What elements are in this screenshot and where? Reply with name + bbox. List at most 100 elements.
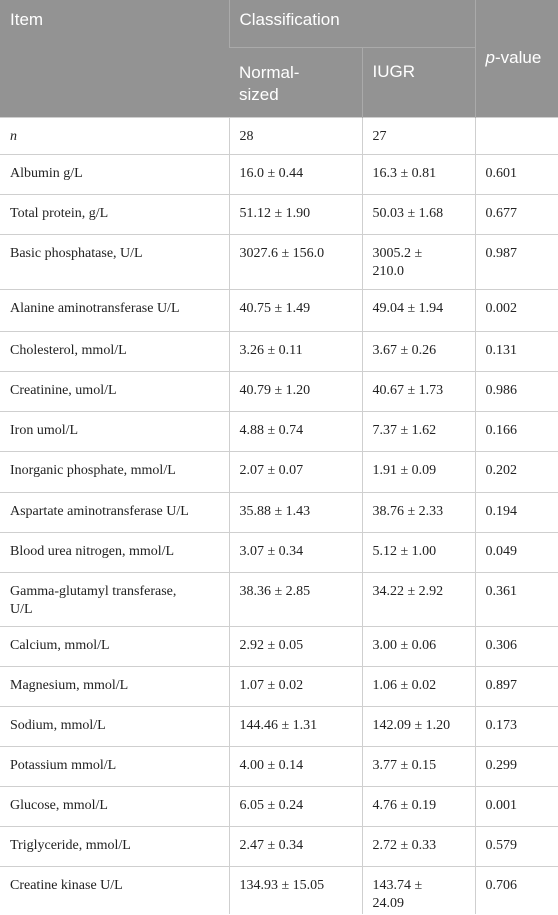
table-cell: 0.299 bbox=[474, 745, 558, 786]
table-cell: 2.47 ± 0.34 bbox=[228, 825, 362, 866]
cell-text: 0.131 bbox=[485, 342, 518, 358]
table-row: Potassium mmol/L 4.00 ± 0.14 3.77 ± 0.15 0.… bbox=[0, 745, 558, 786]
cell-text: 2.92 ± 0.05 bbox=[239, 637, 304, 653]
table-cell: 40.79 ± 1.20 bbox=[228, 370, 362, 411]
cell-text: 49.04 ± 1.94 bbox=[372, 300, 444, 316]
cell-text: Aspartate aminotransferase U/L bbox=[10, 503, 189, 519]
cell-text: 16.0 ± 0.44 bbox=[239, 165, 304, 181]
table-row: Blood urea nitrogen, mmol/L 3.07 ± 0.34 5.… bbox=[0, 531, 558, 572]
cell-text: 51.12 ± 1.90 bbox=[239, 205, 311, 221]
table-cell: Aspartate aminotransferase U/L bbox=[0, 491, 229, 532]
table-cell: 0.173 bbox=[474, 705, 558, 746]
table-row: Basic phosphatase, U/L 3027.6 ± 156.0 3005… bbox=[0, 233, 558, 289]
table-cell: 40.75 ± 1.49 bbox=[228, 288, 362, 331]
table-cell: 3.07 ± 0.34 bbox=[228, 531, 362, 572]
cell-text: 0.706 bbox=[485, 877, 518, 893]
cell-text: Triglyceride, mmol/L bbox=[10, 837, 131, 853]
table-cell: 3005.2 ± 210.0 bbox=[361, 233, 475, 289]
table-cell: 35.88 ± 1.43 bbox=[228, 491, 362, 532]
table-cell: 143.74 ± 24.09 bbox=[361, 865, 475, 914]
cell-text: 0.299 bbox=[485, 757, 518, 773]
cell-text: 0.986 bbox=[485, 382, 518, 398]
cell-text: 4.00 ± 0.14 bbox=[239, 757, 304, 773]
header-item: Item bbox=[0, 0, 229, 117]
cell-text: 0.002 bbox=[485, 300, 518, 316]
table-row: n 28 27 bbox=[0, 116, 558, 154]
cell-text: Iron umol/L bbox=[10, 422, 79, 438]
table-cell: 0.131 bbox=[474, 330, 558, 371]
cell-text: 0.677 bbox=[485, 205, 518, 221]
cell-text: 2.07 ± 0.07 bbox=[239, 462, 304, 478]
table-cell: Potassium mmol/L bbox=[0, 745, 229, 786]
header-text: Normal-sized bbox=[239, 62, 300, 104]
cell-text: 3.77 ± 0.15 bbox=[372, 757, 437, 773]
table-cell: Iron umol/L bbox=[0, 410, 229, 451]
table-cell: Calcium, mmol/L bbox=[0, 625, 229, 666]
table-cell: Alanine aminotransferase U/L bbox=[0, 288, 229, 331]
table-cell: 4.88 ± 0.74 bbox=[228, 410, 362, 451]
cell-text: 144.46 ± 1.31 bbox=[239, 717, 318, 733]
table-cell: 3.67 ± 0.26 bbox=[361, 330, 475, 371]
table-cell: 3.77 ± 0.15 bbox=[361, 745, 475, 786]
cell-text: 0.173 bbox=[485, 717, 518, 733]
table-body: n 28 27 Albumin g/L 16.0 ± 0.44 16.3 ± 0.81 0.… bbox=[0, 116, 558, 914]
cell-text: 1.06 ± 0.02 bbox=[372, 677, 437, 693]
cell-text: 0.166 bbox=[485, 422, 518, 438]
cell-text: 143.74 ± 24.09 bbox=[372, 877, 423, 911]
table-row: Triglyceride, mmol/L 2.47 ± 0.34 2.72 ± 0.… bbox=[0, 825, 558, 866]
table-cell: 51.12 ± 1.90 bbox=[228, 193, 362, 234]
table-row: Magnesium, mmol/L 1.07 ± 0.02 1.06 ± 0.02 0… bbox=[0, 665, 558, 706]
header-classification: Classification bbox=[228, 0, 475, 48]
table-cell: 0.706 bbox=[474, 865, 558, 914]
cell-text: 4.76 ± 0.19 bbox=[372, 797, 437, 813]
cell-text: 0.001 bbox=[485, 797, 518, 813]
table-row: Aspartate aminotransferase U/L 35.88 ± 1.… bbox=[0, 491, 558, 532]
table-cell: Inorganic phosphate, mmol/L bbox=[0, 450, 229, 492]
table-row: Glucose, mmol/L 6.05 ± 0.24 4.76 ± 0.19 0.0… bbox=[0, 785, 558, 826]
cell-text: Cholesterol, mmol/L bbox=[10, 342, 127, 358]
cell-text: 40.79 ± 1.20 bbox=[239, 382, 311, 398]
cell-text: 1.91 ± 0.09 bbox=[372, 462, 437, 478]
table-row: Creatinine, umol/L 40.79 ± 1.20 40.67 ± 1.… bbox=[0, 370, 558, 411]
table-cell: 134.93 ± 15.05 bbox=[228, 865, 362, 914]
cell-text: 3.26 ± 0.11 bbox=[239, 342, 303, 358]
table-cell: 0.579 bbox=[474, 825, 558, 866]
table-row: Total protein, g/L 51.12 ± 1.90 50.03 ± 1.… bbox=[0, 193, 558, 234]
cell-text: 38.76 ± 2.33 bbox=[372, 503, 444, 519]
cell-text: Total protein, g/L bbox=[10, 205, 109, 221]
cell-text: 34.22 ± 2.92 bbox=[372, 583, 444, 599]
table-cell: Cholesterol, mmol/L bbox=[0, 330, 229, 371]
table-cell: 38.76 ± 2.33 bbox=[361, 491, 475, 532]
cell-text: 6.05 ± 0.24 bbox=[239, 797, 304, 813]
table-cell: 1.91 ± 0.09 bbox=[361, 450, 475, 492]
table-row: Sodium, mmol/L 144.46 ± 1.31 142.09 ± 1.20… bbox=[0, 705, 558, 746]
table-row: Creatine kinase U/L 134.93 ± 15.05 143.74 … bbox=[0, 865, 558, 914]
cell-text: Gamma-glutamyl transferase, U/L bbox=[10, 583, 177, 617]
table-row: Calcium, mmol/L 2.92 ± 0.05 3.00 ± 0.06 0.3… bbox=[0, 625, 558, 666]
table-cell: 16.0 ± 0.44 bbox=[228, 153, 362, 194]
cell-text: 0.579 bbox=[485, 837, 518, 853]
table-cell: 34.22 ± 2.92 bbox=[361, 571, 475, 626]
cell-text: n bbox=[10, 128, 17, 144]
header-text: IUGR bbox=[372, 61, 416, 81]
cell-text: 4.88 ± 0.74 bbox=[239, 422, 304, 438]
cell-text: 28 bbox=[239, 128, 254, 144]
table-cell: 27 bbox=[361, 116, 475, 154]
table-cell bbox=[474, 116, 558, 154]
table-cell: 0.601 bbox=[474, 153, 558, 194]
table-cell: 16.3 ± 0.81 bbox=[361, 153, 475, 194]
table-cell: 1.06 ± 0.02 bbox=[361, 665, 475, 706]
table-cell: 0.166 bbox=[474, 410, 558, 451]
table-cell: 6.05 ± 0.24 bbox=[228, 785, 362, 826]
header-group: IUGR bbox=[361, 47, 475, 117]
table-cell: 38.36 ± 2.85 bbox=[228, 571, 362, 626]
table-cell: Glucose, mmol/L bbox=[0, 785, 229, 826]
cell-text: 0.897 bbox=[485, 677, 518, 693]
table-cell: 3.00 ± 0.06 bbox=[361, 625, 475, 666]
cell-text: 50.03 ± 1.68 bbox=[372, 205, 444, 221]
cell-text: Blood urea nitrogen, mmol/L bbox=[10, 543, 175, 559]
cell-text: Albumin g/L bbox=[10, 165, 83, 181]
table-cell: 50.03 ± 1.68 bbox=[361, 193, 475, 234]
cell-text: 0.361 bbox=[485, 583, 518, 599]
